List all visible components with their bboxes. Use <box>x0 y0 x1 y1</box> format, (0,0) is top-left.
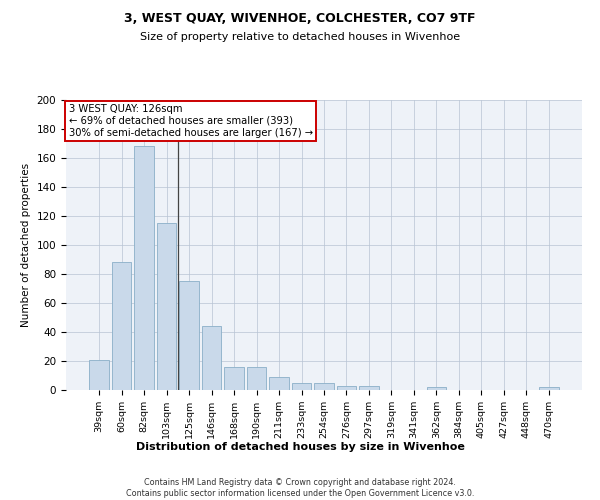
Bar <box>134 146 154 390</box>
Bar <box>269 377 289 390</box>
Bar <box>157 223 176 390</box>
Bar <box>314 383 334 390</box>
Text: 3, WEST QUAY, WIVENHOE, COLCHESTER, CO7 9TF: 3, WEST QUAY, WIVENHOE, COLCHESTER, CO7 … <box>124 12 476 26</box>
Bar <box>247 367 266 390</box>
Bar <box>89 360 109 390</box>
Y-axis label: Number of detached properties: Number of detached properties <box>21 163 31 327</box>
Text: Contains HM Land Registry data © Crown copyright and database right 2024.
Contai: Contains HM Land Registry data © Crown c… <box>126 478 474 498</box>
Bar <box>112 262 131 390</box>
Bar <box>224 367 244 390</box>
Text: Size of property relative to detached houses in Wivenhoe: Size of property relative to detached ho… <box>140 32 460 42</box>
Bar <box>337 386 356 390</box>
Bar <box>179 281 199 390</box>
Text: Distribution of detached houses by size in Wivenhoe: Distribution of detached houses by size … <box>136 442 464 452</box>
Text: 3 WEST QUAY: 126sqm
← 69% of detached houses are smaller (393)
30% of semi-detac: 3 WEST QUAY: 126sqm ← 69% of detached ho… <box>68 104 313 138</box>
Bar <box>539 387 559 390</box>
Bar <box>292 383 311 390</box>
Bar <box>359 386 379 390</box>
Bar <box>427 387 446 390</box>
Bar <box>202 326 221 390</box>
